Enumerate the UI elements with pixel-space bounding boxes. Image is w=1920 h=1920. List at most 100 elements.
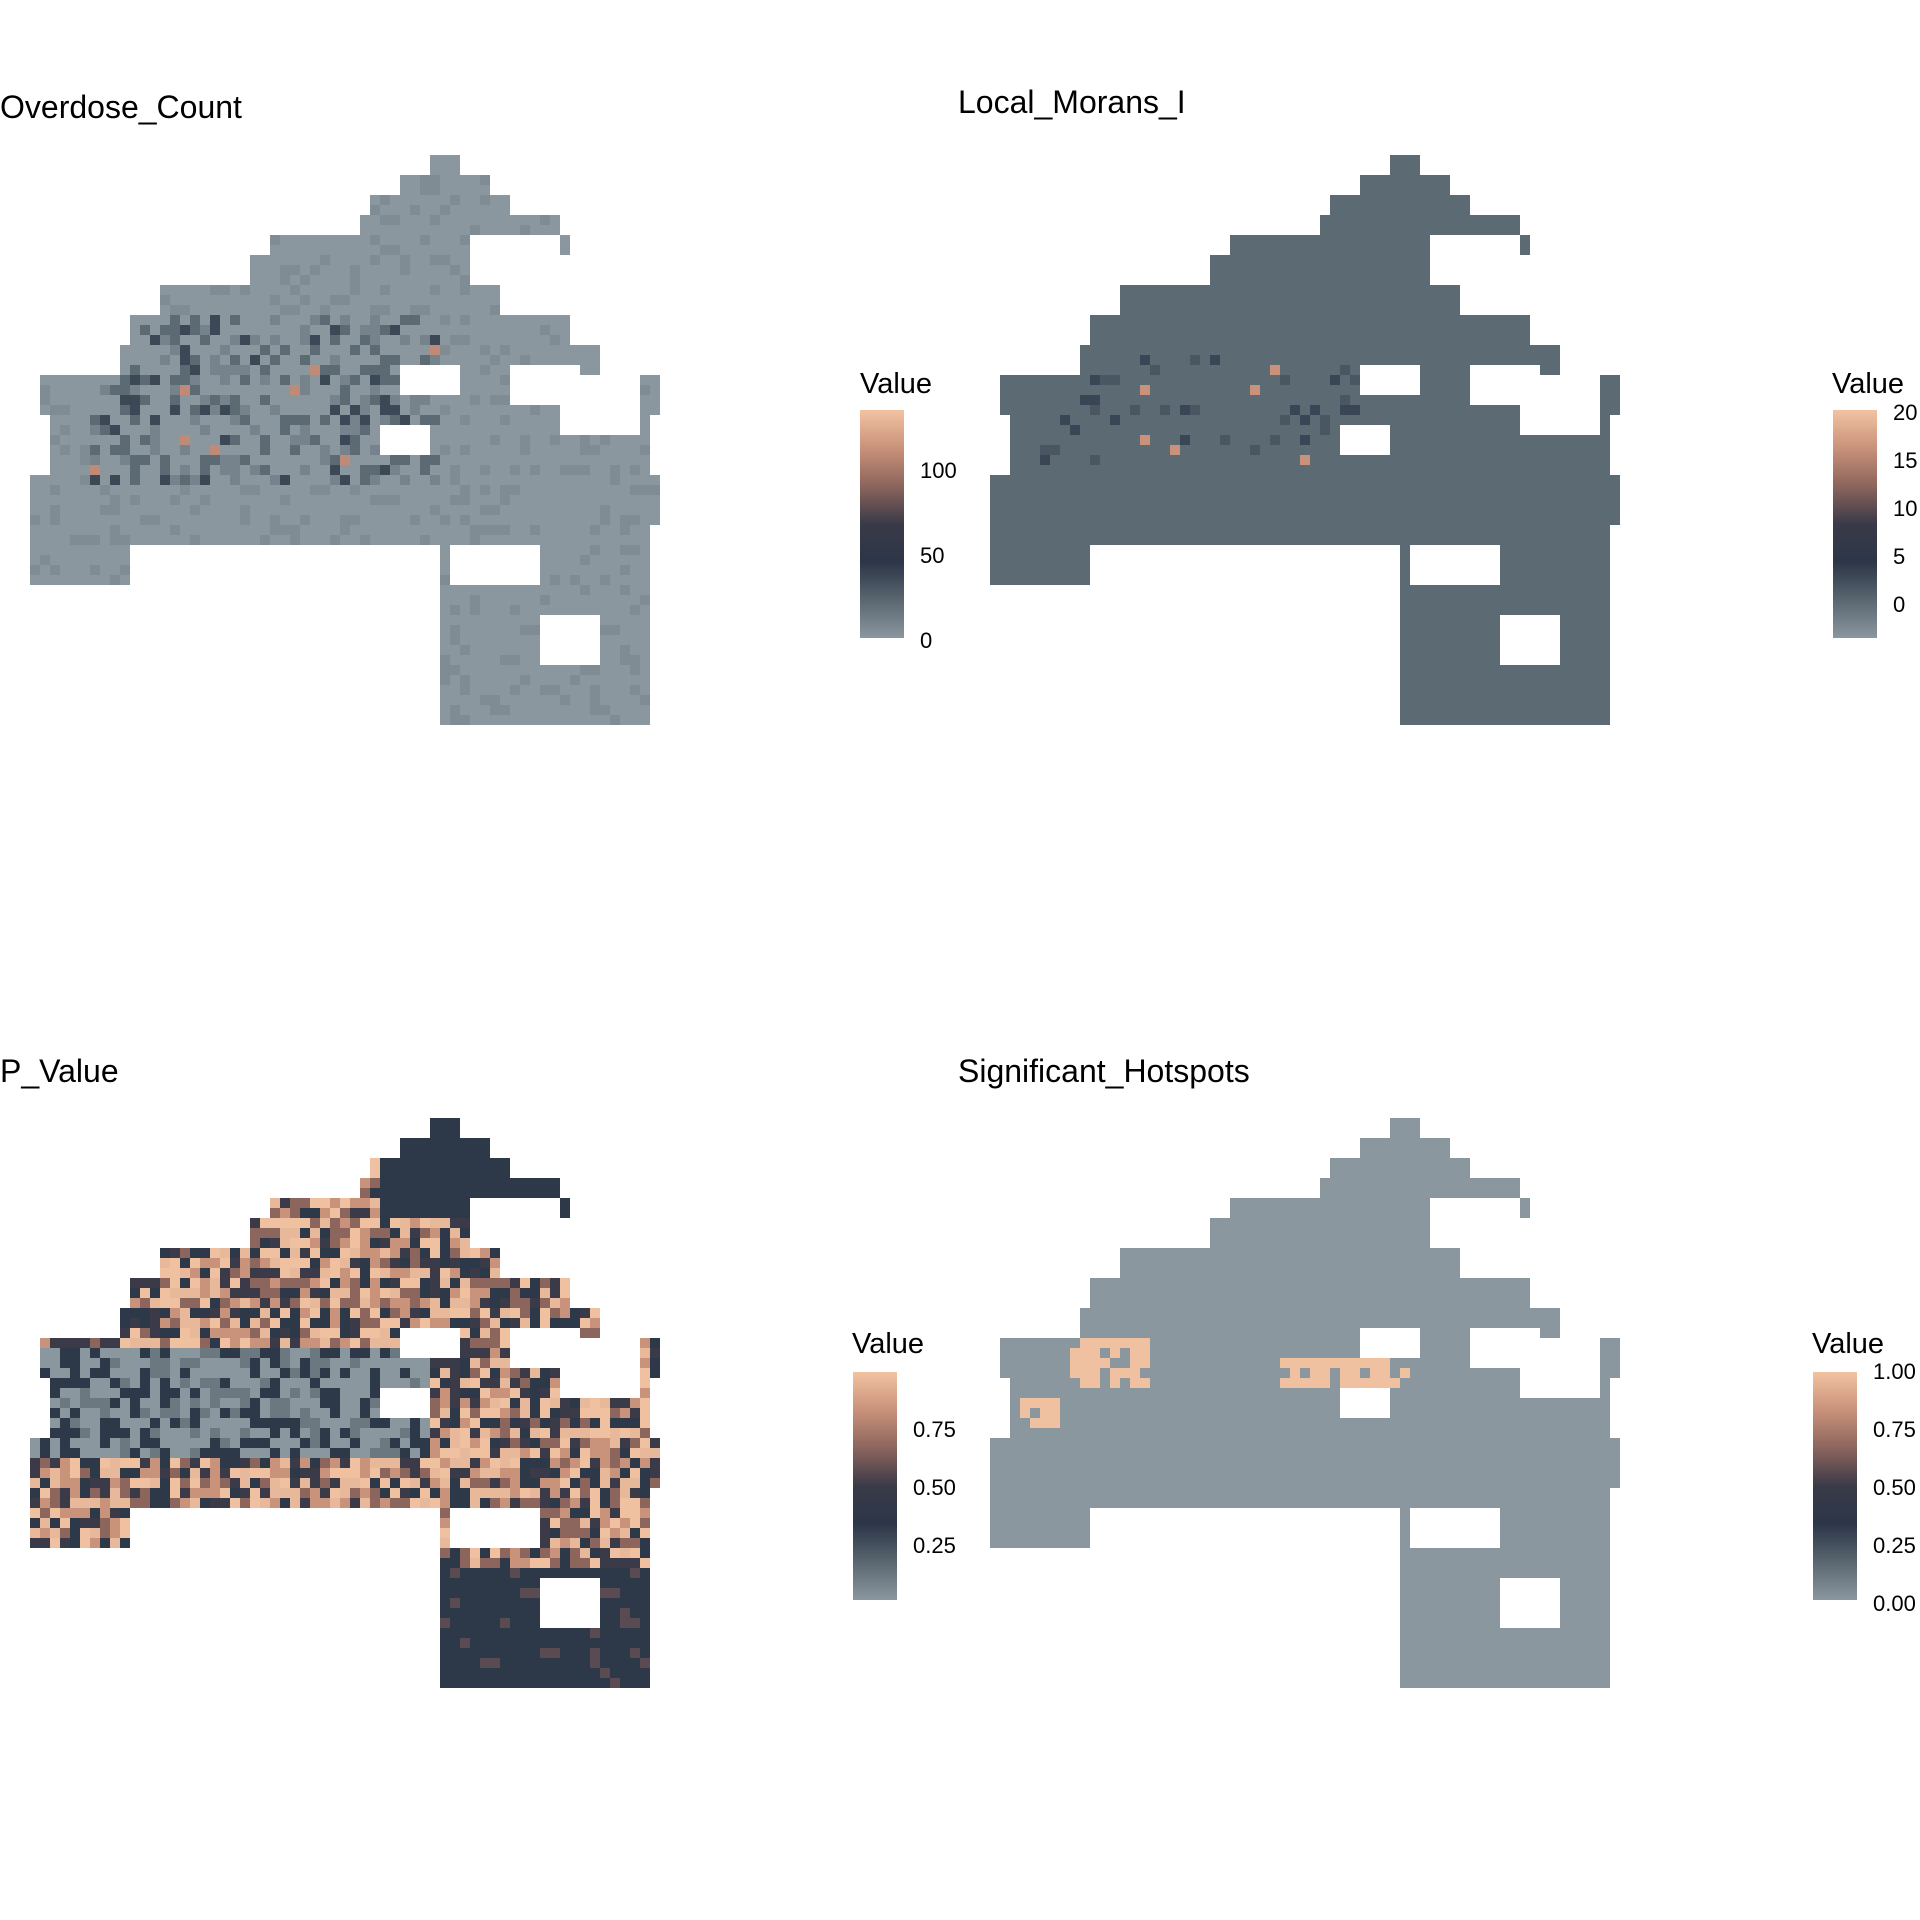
grid-cell (450, 645, 460, 655)
grid-cell (1160, 355, 1170, 365)
grid-cell (1340, 485, 1350, 495)
grid-cell (490, 1168, 500, 1178)
grid-cell (520, 1188, 530, 1198)
grid-cell (620, 685, 630, 695)
grid-cell (380, 1328, 390, 1338)
grid-cell (440, 695, 450, 705)
grid-cell (1440, 665, 1450, 675)
grid-cell (40, 475, 50, 485)
grid-cell (100, 1398, 110, 1408)
grid-cell (480, 445, 490, 455)
grid-cell (570, 585, 580, 595)
grid-cell (1410, 455, 1420, 465)
grid-cell (180, 435, 190, 445)
grid-cell (440, 195, 450, 205)
grid-cell (1400, 205, 1410, 215)
grid-cell (1330, 265, 1340, 275)
grid-cell (370, 1248, 380, 1258)
grid-cell (1370, 515, 1380, 525)
grid-cell (510, 1378, 520, 1388)
grid-cell (460, 245, 470, 255)
grid-cell (510, 695, 520, 705)
grid-cell (520, 675, 530, 685)
grid-cell (90, 395, 100, 405)
grid-cell (70, 575, 80, 585)
grid-cell (1230, 335, 1240, 345)
grid-cell (1080, 495, 1090, 505)
grid-cell (1570, 575, 1580, 585)
grid-cell (1490, 345, 1500, 355)
grid-cell (520, 535, 530, 545)
grid-cell (330, 1338, 340, 1348)
grid-cell (1530, 685, 1540, 695)
grid-cell (450, 1188, 460, 1198)
grid-cell (260, 445, 270, 455)
grid-cell (420, 1418, 430, 1428)
grid-cell (280, 475, 290, 485)
grid-cell (220, 515, 230, 525)
grid-cell (490, 615, 500, 625)
grid-cell (450, 1428, 460, 1438)
grid-cell (1330, 465, 1340, 475)
grid-cell (180, 1338, 190, 1348)
grid-cell (1490, 325, 1500, 335)
grid-cell (80, 1368, 90, 1378)
grid-cell (380, 405, 390, 415)
grid-cell (1410, 225, 1420, 235)
grid-cell (520, 1418, 530, 1428)
grid-cell (1340, 325, 1350, 335)
grid-cell (510, 1288, 520, 1298)
grid-cell (360, 265, 370, 275)
grid-cell (440, 185, 450, 195)
grid-cell (1210, 345, 1220, 355)
grid-cell (1250, 235, 1260, 245)
grid-cell (1560, 715, 1570, 725)
grid-cell (1390, 475, 1400, 485)
grid-cell (290, 1248, 300, 1258)
grid-cell (510, 495, 520, 505)
grid-cell (1380, 485, 1390, 495)
grid-cell (140, 345, 150, 355)
grid-cell (1400, 415, 1410, 425)
grid-cell (100, 1338, 110, 1348)
grid-cell (480, 1298, 490, 1308)
grid-cell (460, 625, 470, 635)
grid-cell (520, 665, 530, 675)
grid-cell (1320, 435, 1330, 445)
grid-cell (470, 1428, 480, 1438)
grid-cell (1420, 525, 1430, 535)
grid-cell (510, 655, 520, 665)
grid-cell (220, 1338, 230, 1348)
grid-cell (1330, 535, 1340, 545)
grid-cell (1400, 675, 1410, 685)
grid-cell (70, 525, 80, 535)
grid-cell (1120, 325, 1130, 335)
grid-cell (1010, 495, 1020, 505)
grid-cell (260, 1308, 270, 1318)
grid-cell (1370, 525, 1380, 535)
grid-cell (420, 355, 430, 365)
grid-cell (1190, 325, 1200, 335)
grid-cell (350, 1258, 360, 1268)
grid-cell (510, 465, 520, 475)
grid-cell (400, 1158, 410, 1168)
grid-cell (470, 325, 480, 335)
grid-cell (300, 1268, 310, 1278)
grid-cell (390, 1168, 400, 1178)
grid-cell (1470, 475, 1480, 485)
grid-cell (1190, 285, 1200, 295)
grid-cell (1410, 425, 1420, 435)
grid-cell (1510, 695, 1520, 705)
grid-cell (360, 1358, 370, 1368)
grid-cell (360, 1448, 370, 1458)
grid-cell (630, 575, 640, 585)
grid-cell (430, 1138, 440, 1148)
grid-cell (290, 1388, 300, 1398)
grid-cell (100, 1368, 110, 1378)
grid-cell (120, 1348, 130, 1358)
grid-cell (1040, 515, 1050, 525)
grid-cell (1580, 655, 1590, 665)
grid-cell (340, 1448, 350, 1458)
grid-cell (1590, 625, 1600, 635)
grid-cell (1430, 705, 1440, 715)
